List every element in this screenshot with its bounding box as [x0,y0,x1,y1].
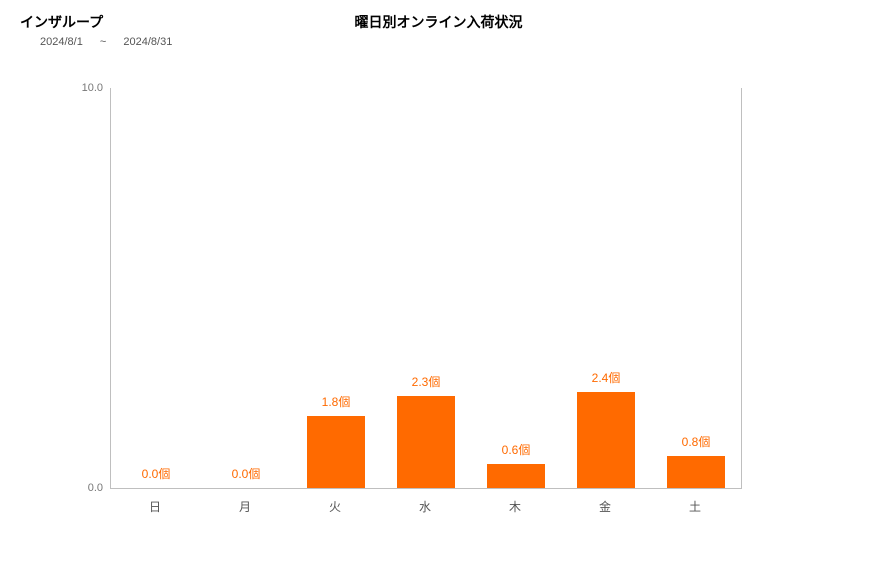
x-axis-label: 土 [650,498,740,515]
bar-slot: 0.6個 [471,88,561,488]
x-axis-label: 金 [560,498,650,515]
page-root: 曜日別オンライン入荷状況 インザループ 2024/8/1 ~ 2024/8/31… [0,0,877,578]
x-axis-label: 日 [110,498,200,515]
date-to: 2024/8/31 [123,36,172,48]
y-tick-label: 10.0 [82,82,111,94]
date-from: 2024/8/1 [40,36,83,48]
y-tick-label: 0.0 [88,482,111,494]
date-separator: ~ [100,36,106,48]
bar-slot: 0.8個 [651,88,741,488]
chart-container: 0.0個0.0個1.8個2.3個0.6個2.4個0.8個 0.010.0 日月火… [60,88,780,518]
bar-slot: 2.4個 [561,88,651,488]
x-axis-labels: 日月火水木金土 [110,498,740,515]
bar-value-label: 0.8個 [651,433,741,450]
header: インザループ 2024/8/1 ~ 2024/8/31 [20,12,857,48]
bar-slot: 2.3個 [381,88,471,488]
bar-value-label: 2.3個 [381,373,471,390]
x-axis-label: 水 [380,498,470,515]
bar [307,416,365,488]
brand-name: インザループ [20,12,857,32]
x-axis-label: 木 [470,498,560,515]
plot-area: 0.0個0.0個1.8個2.3個0.6個2.4個0.8個 0.010.0 [110,88,742,489]
bar-value-label: 0.0個 [201,465,291,482]
bar-value-label: 0.6個 [471,441,561,458]
bar-slot: 1.8個 [291,88,381,488]
x-axis-label: 月 [200,498,290,515]
x-axis-label: 火 [290,498,380,515]
bar [667,456,725,488]
bars-group: 0.0個0.0個 1.8個2.3個 0.6個 2.4個 0.8個 [111,88,741,488]
bar [577,392,635,488]
bar-value-label: 1.8個 [291,393,381,410]
bar-slot: 0.0個 [201,88,291,488]
bar-value-label: 2.4個 [561,369,651,386]
bar-value-label: 0.0個 [111,465,201,482]
bar-slot: 0.0個 [111,88,201,488]
bar [397,396,455,488]
bar [487,464,545,488]
date-range: 2024/8/1 ~ 2024/8/31 [40,36,857,48]
